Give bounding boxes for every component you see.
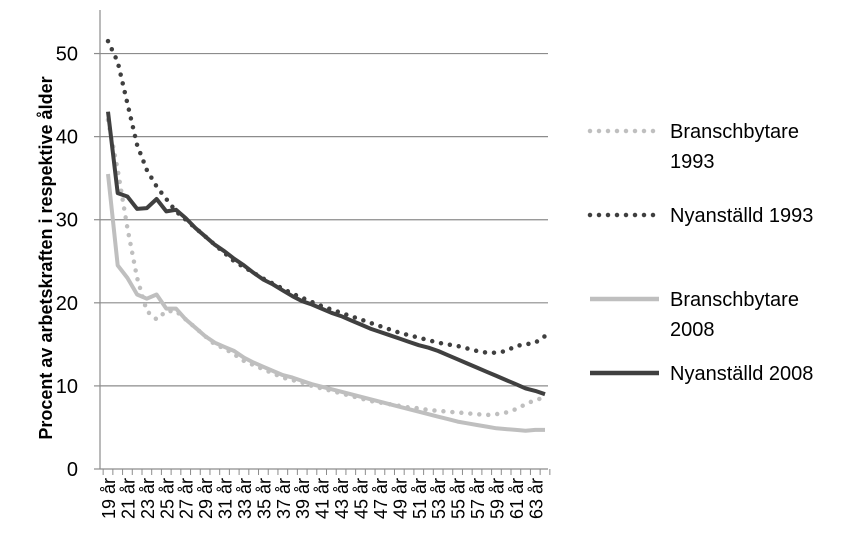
series-lines — [105, 38, 548, 433]
legend-label-4: Nyanställd 2008 — [670, 363, 813, 385]
grid-lines — [100, 52, 548, 387]
y-tick-label: 20 — [56, 293, 78, 315]
legend-label-3: Branschbytare 2008 — [670, 289, 799, 341]
x-tick-label: 61 år — [507, 478, 527, 519]
x-tick-label: 19 år — [99, 478, 119, 519]
y-tick-labels: 0 10 20 30 40 50 — [56, 44, 78, 481]
axes — [94, 10, 551, 475]
y-tick-label: 50 — [56, 44, 78, 66]
x-tick-label: 45 år — [351, 478, 371, 519]
x-tick-label: 55 år — [449, 478, 469, 519]
x-tick-label: 47 år — [371, 478, 391, 519]
x-tick-label: 41 år — [313, 478, 333, 519]
legend: Branschbytare 1993 Nyanställd 1993 Branschb… — [587, 121, 813, 385]
x-tick-label: 25 år — [157, 478, 177, 519]
x-tick-label: 31 år — [216, 478, 236, 519]
y-tick-label: 10 — [56, 376, 78, 398]
series-line-2 — [105, 38, 548, 355]
y-axis-label: Procent av arbetskraften i respektive ål… — [36, 76, 56, 439]
series-line-3 — [106, 173, 545, 433]
x-tick-label: 35 år — [254, 478, 274, 519]
series-line-4 — [106, 111, 546, 397]
x-tick-label: 51 år — [410, 478, 430, 519]
x-tick-label: 43 år — [332, 478, 352, 519]
x-tick-label: 39 år — [293, 478, 313, 519]
x-tick-label: 59 år — [487, 478, 507, 519]
x-tick-label: 27 år — [177, 478, 197, 519]
x-tick-label: 49 år — [390, 478, 410, 519]
x-tick-label: 21 år — [118, 478, 138, 519]
x-tick-label: 63 år — [526, 478, 546, 519]
x-tick-label: 29 år — [196, 478, 216, 519]
legend-label-2: Nyanställd 1993 — [670, 205, 813, 227]
x-tick-label: 37 år — [274, 478, 294, 519]
x-tick-label: 33 år — [235, 478, 255, 519]
legend-label-1: Branschbytare 1993 — [670, 121, 799, 173]
x-tick-label: 23 år — [138, 478, 158, 519]
x-tick-label: 57 år — [468, 478, 488, 519]
y-tick-label: 40 — [56, 127, 78, 149]
x-tick-labels: 19 år 21 år 23 år 25 år 27 år 29 år 31 år 33 år… — [99, 478, 546, 519]
y-tick-label: 0 — [67, 459, 78, 481]
x-tick-label: 53 år — [429, 478, 449, 519]
y-tick-label: 30 — [56, 210, 78, 232]
